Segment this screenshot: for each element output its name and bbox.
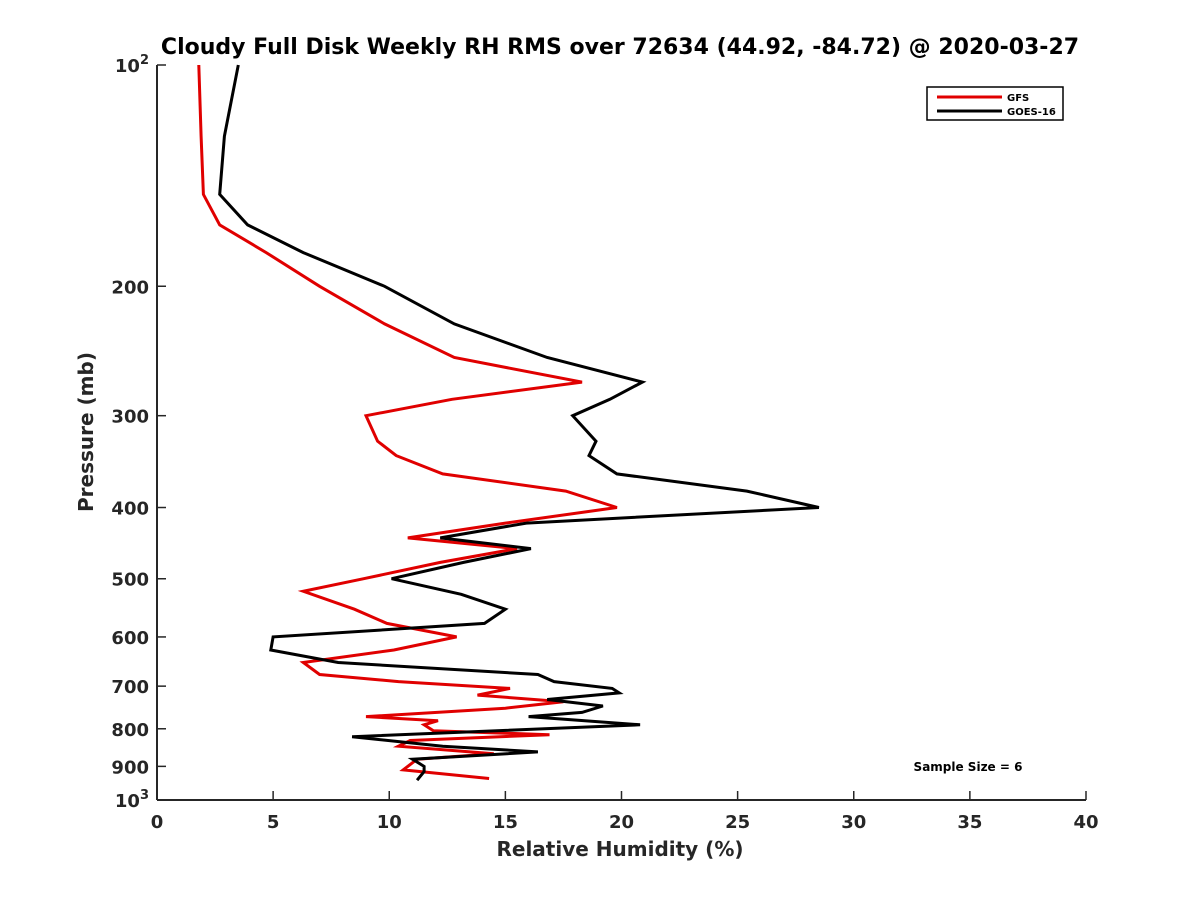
- legend: GFS GOES-16: [926, 86, 1064, 121]
- x-tick-label: 10: [377, 812, 402, 833]
- y-tick-label: 102: [115, 53, 149, 77]
- x-tick-label: 25: [725, 812, 750, 833]
- y-tick-label: 800: [111, 720, 149, 741]
- x-tick-label: 30: [841, 812, 866, 833]
- sample-size-annotation: Sample Size = 6: [914, 760, 1023, 774]
- legend-label: GFS: [1007, 93, 1029, 104]
- y-tick-label: 900: [111, 757, 149, 778]
- x-tick-label: 35: [957, 812, 982, 833]
- series-line-goes-16: [218, 64, 820, 782]
- axes: 0 5 10 15 20 25 30 35 40 102 200 300 400 500 600 700 800…: [111, 53, 1098, 833]
- y-tick-label: 300: [111, 407, 149, 428]
- y-tick-label: 103: [115, 788, 149, 812]
- chart-title: Cloudy Full Disk Weekly RH RMS over 7263…: [161, 35, 1079, 60]
- series-lines: [197, 64, 820, 782]
- x-tick-label: 15: [493, 812, 518, 833]
- y-axis-label: Pressure (mb): [74, 352, 98, 512]
- legend-label: GOES-16: [1007, 107, 1056, 118]
- x-tick-label: 20: [609, 812, 634, 833]
- y-tick-label: 400: [111, 499, 149, 520]
- x-tick-label: 5: [267, 812, 280, 833]
- x-axis-label: Relative Humidity (%): [496, 837, 743, 861]
- y-tick-label: 200: [111, 277, 149, 298]
- y-tick-label: 500: [111, 570, 149, 591]
- x-tick-label: 40: [1073, 812, 1098, 833]
- x-tick-label: 0: [151, 812, 164, 833]
- legend-box: [926, 86, 1064, 121]
- y-tick-label: 600: [111, 628, 149, 649]
- y-tick-label: 700: [111, 677, 149, 698]
- series-line-gfs: [197, 64, 618, 780]
